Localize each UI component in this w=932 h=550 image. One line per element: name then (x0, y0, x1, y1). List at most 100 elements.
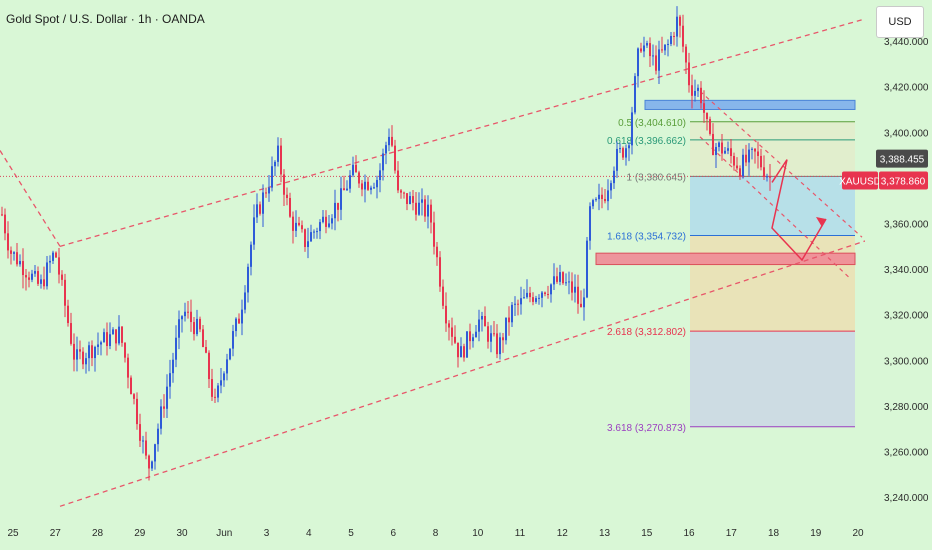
candle-body (208, 352, 210, 380)
x-tick-label: 29 (134, 528, 146, 539)
candle-body (202, 329, 204, 348)
candle-body (349, 175, 351, 189)
candle-body (250, 244, 252, 267)
candle-body (271, 166, 273, 188)
candle-body (220, 380, 222, 386)
candle-body (568, 281, 570, 283)
x-tick-label: 3 (264, 528, 270, 539)
candle-body (472, 337, 474, 342)
channel-upper (59, 0, 932, 247)
channel-lower (59, 218, 932, 507)
candle-body (55, 252, 57, 258)
candle-body (340, 188, 342, 210)
candle-body (718, 142, 720, 148)
candle-body (10, 250, 12, 254)
candle-body (205, 347, 207, 353)
fib-label-5: 3.618 (3,270.873) (607, 423, 686, 434)
candle-body (445, 305, 447, 324)
candle-body (532, 297, 534, 302)
candle-body (328, 223, 330, 227)
currency-button[interactable]: USD (876, 6, 924, 38)
candle-body (646, 43, 648, 46)
candle-body (550, 284, 552, 295)
candle-body (334, 202, 336, 219)
candle-body (733, 156, 735, 166)
candle-body (712, 133, 714, 156)
candle-body (763, 167, 765, 177)
candle-body (661, 49, 663, 51)
candle-body (238, 318, 240, 324)
candle-body (769, 176, 771, 178)
resistance-zone (644, 99, 856, 110)
candle-body (631, 112, 633, 146)
candle-body (475, 331, 477, 338)
candle-body (79, 349, 81, 352)
candle-body (541, 292, 543, 298)
candle-body (391, 136, 393, 146)
candle-body (751, 148, 753, 150)
candle-body (454, 336, 456, 343)
candle-body (376, 180, 378, 188)
y-tick-label: 3,420.000 (884, 83, 929, 94)
candle-body (346, 188, 348, 191)
candle-body (169, 373, 171, 387)
candle-body (277, 145, 279, 162)
candle-body (247, 266, 249, 293)
candle-body (34, 271, 36, 274)
projection-arrows-layer (771, 159, 827, 262)
candle-body (409, 196, 411, 204)
candle-body (616, 148, 618, 171)
candle-body (52, 252, 54, 261)
projection-zone-gray (690, 331, 855, 427)
candle-body (331, 218, 333, 224)
candle-body (16, 252, 18, 265)
candle-body (685, 46, 687, 63)
candle-body (112, 329, 114, 335)
candle-body (526, 292, 528, 298)
candle-body (262, 192, 264, 214)
fibonacci-layer: 0.5 (3,404.610) 0.618 (3,396.662) 1 (3,380… (0, 118, 865, 434)
candle-body (292, 216, 294, 231)
last-price-badge (879, 171, 928, 190)
candle-body (508, 317, 510, 323)
candle-body (235, 318, 237, 332)
candle-body (655, 55, 657, 71)
candle-body (127, 357, 129, 378)
candle-body (193, 322, 195, 335)
candle-body (484, 316, 486, 327)
candle-body (565, 282, 567, 284)
candle-body (283, 174, 285, 195)
candle-body (109, 334, 111, 347)
candle-body (91, 345, 93, 359)
y-tick-label: 3,440.000 (884, 37, 929, 48)
candle-body (121, 326, 123, 343)
price-badges: 3,388.455 XAUUSD 3,378.860 (839, 149, 928, 190)
candle-body (583, 297, 585, 308)
y-tick-label: 3,320.000 (884, 311, 929, 322)
candles-layer (1, 6, 771, 481)
candle-body (46, 262, 48, 287)
candle-body (37, 271, 39, 284)
candle-body (622, 148, 624, 158)
candle-body (598, 194, 600, 200)
candle-body (217, 385, 219, 398)
candle-body (58, 257, 60, 275)
candle-body (415, 202, 417, 215)
fib-label-3: 1.618 (3,354.732) (607, 232, 686, 243)
candle-body (499, 337, 501, 355)
candle-body (643, 45, 645, 52)
candle-body (178, 319, 180, 338)
candle-body (304, 229, 306, 248)
projection-arrow-path (771, 159, 827, 262)
y-axis: 3,240.000 3,260.000 3,280.000 3,300.000 3,32… (865, 0, 932, 550)
candle-body (265, 192, 267, 194)
x-tick-label: 5 (348, 528, 354, 539)
candle-body (31, 273, 33, 280)
candle-body (175, 337, 177, 360)
candle-body (367, 181, 369, 190)
candle-body (667, 43, 669, 45)
candle-body (610, 183, 612, 191)
candle-body (439, 257, 441, 287)
candle-body (244, 292, 246, 310)
